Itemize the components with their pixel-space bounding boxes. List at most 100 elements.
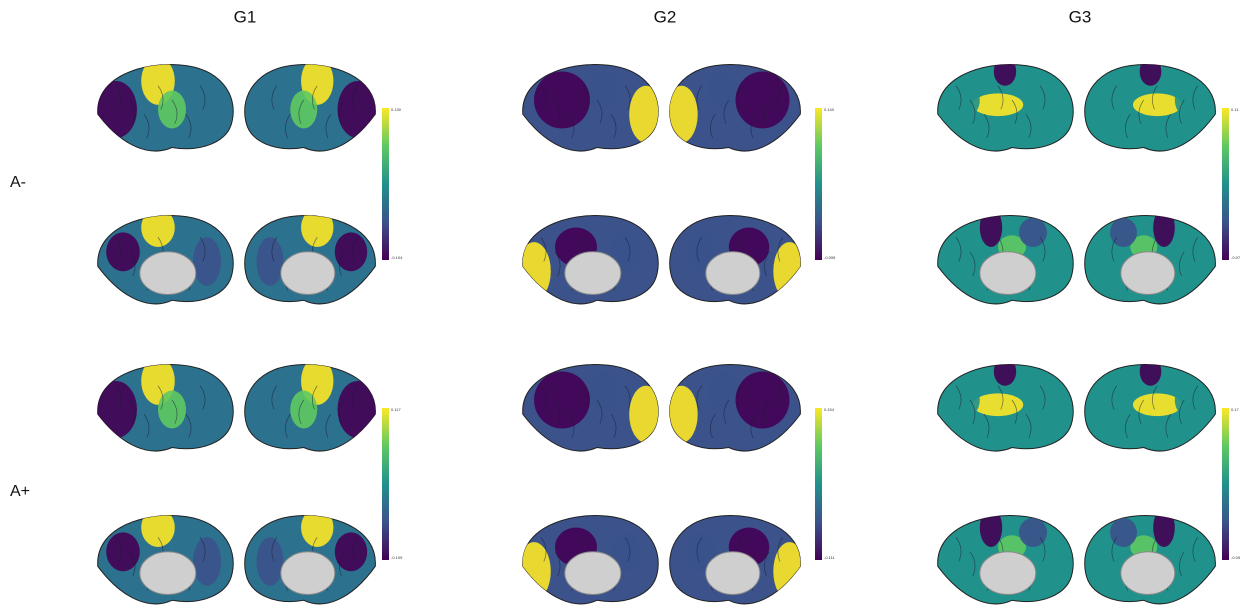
sulcus bbox=[554, 551, 561, 577]
sulcus bbox=[969, 99, 976, 124]
sulcus bbox=[312, 85, 318, 110]
lateral-surface bbox=[97, 63, 234, 152]
region bbox=[1019, 217, 1047, 247]
region bbox=[972, 93, 1024, 117]
sulcus bbox=[1111, 85, 1118, 110]
subcortex bbox=[705, 551, 761, 595]
sulcus bbox=[271, 537, 278, 562]
region bbox=[301, 215, 334, 247]
sulcus bbox=[115, 537, 122, 562]
colorbar-min: -0.095 bbox=[824, 255, 836, 260]
sulcus bbox=[777, 537, 784, 562]
region bbox=[334, 232, 368, 272]
colorbar-max: 0.154 bbox=[824, 407, 835, 412]
sulcus bbox=[171, 399, 178, 424]
sulcus bbox=[298, 399, 305, 424]
sulcus bbox=[955, 237, 962, 262]
sulcus bbox=[554, 399, 561, 424]
sulcus bbox=[1138, 399, 1145, 424]
sulcus bbox=[115, 385, 122, 410]
medial-surface bbox=[522, 515, 659, 605]
medial-surface bbox=[244, 515, 376, 605]
subcortex bbox=[139, 551, 197, 595]
lateral-surface bbox=[522, 363, 659, 452]
sulcus bbox=[271, 85, 278, 110]
subcortex bbox=[280, 251, 336, 295]
region bbox=[158, 390, 186, 429]
sulcus bbox=[199, 385, 206, 410]
sulcus bbox=[540, 237, 547, 262]
lateral-surface bbox=[97, 363, 234, 452]
region bbox=[1139, 64, 1162, 86]
colorbar-min: -0.07 bbox=[1231, 255, 1240, 260]
sulcus bbox=[129, 99, 136, 124]
sulcus bbox=[710, 114, 716, 139]
region bbox=[735, 71, 790, 129]
sulcus bbox=[1039, 537, 1046, 562]
sulcus bbox=[696, 537, 703, 562]
sulcus bbox=[540, 385, 547, 410]
region bbox=[590, 371, 618, 410]
sulcus bbox=[997, 385, 1004, 410]
colorbar-min: -0.104 bbox=[391, 255, 403, 260]
colorbar-max: 0.11 bbox=[1231, 107, 1239, 112]
medial-surface bbox=[97, 215, 234, 305]
colorbar-min: -0.111 bbox=[824, 555, 836, 560]
sulcus bbox=[750, 114, 757, 139]
sulcus bbox=[955, 85, 962, 110]
sulcus bbox=[1039, 85, 1046, 110]
colorbar-min: -0.09 bbox=[1231, 555, 1240, 560]
region bbox=[708, 371, 736, 410]
sulcus bbox=[969, 399, 976, 424]
sulcus bbox=[143, 414, 150, 439]
medial-surface bbox=[937, 215, 1074, 305]
sulcus bbox=[129, 251, 136, 277]
sulcus bbox=[1111, 537, 1118, 562]
region bbox=[106, 232, 140, 272]
sulcus bbox=[171, 99, 178, 124]
region bbox=[1132, 93, 1182, 117]
lateral-surface bbox=[244, 63, 376, 152]
sulcus bbox=[554, 99, 561, 124]
sulcus bbox=[1011, 99, 1018, 124]
sulcus bbox=[723, 99, 730, 124]
region bbox=[534, 71, 590, 129]
sulcus bbox=[764, 399, 770, 424]
region bbox=[669, 385, 698, 443]
sulcus bbox=[969, 551, 976, 577]
subcortex bbox=[280, 551, 336, 595]
region bbox=[106, 532, 140, 572]
sulcus bbox=[540, 537, 547, 562]
sulcus bbox=[955, 385, 962, 410]
column-title: G1 bbox=[234, 7, 257, 26]
region bbox=[301, 515, 334, 547]
sulcus bbox=[777, 237, 784, 262]
region bbox=[946, 381, 980, 419]
colorbar-max: 0.17 bbox=[1231, 407, 1240, 412]
lateral-surface bbox=[937, 63, 1074, 152]
sulcus bbox=[1111, 385, 1118, 410]
sulcus bbox=[185, 414, 192, 439]
colorbar-min: -0.109 bbox=[391, 555, 403, 560]
sulcus bbox=[582, 85, 589, 110]
region bbox=[1110, 217, 1137, 247]
region bbox=[708, 71, 736, 110]
region bbox=[290, 390, 318, 429]
region bbox=[158, 90, 186, 129]
medial-surface bbox=[1084, 515, 1216, 605]
sulcus bbox=[352, 237, 359, 262]
sulcus bbox=[1152, 385, 1158, 410]
sulcus bbox=[199, 537, 206, 562]
sulcus bbox=[997, 85, 1004, 110]
sulcus bbox=[129, 551, 136, 577]
sulcus bbox=[764, 551, 770, 577]
lateral-surface bbox=[1084, 63, 1216, 152]
region bbox=[337, 381, 376, 438]
sulcus bbox=[624, 537, 631, 562]
sulcus bbox=[157, 85, 164, 110]
sulcus bbox=[1039, 385, 1046, 410]
sulcus bbox=[540, 85, 547, 110]
sulcus bbox=[1025, 114, 1032, 139]
region bbox=[979, 515, 1003, 547]
